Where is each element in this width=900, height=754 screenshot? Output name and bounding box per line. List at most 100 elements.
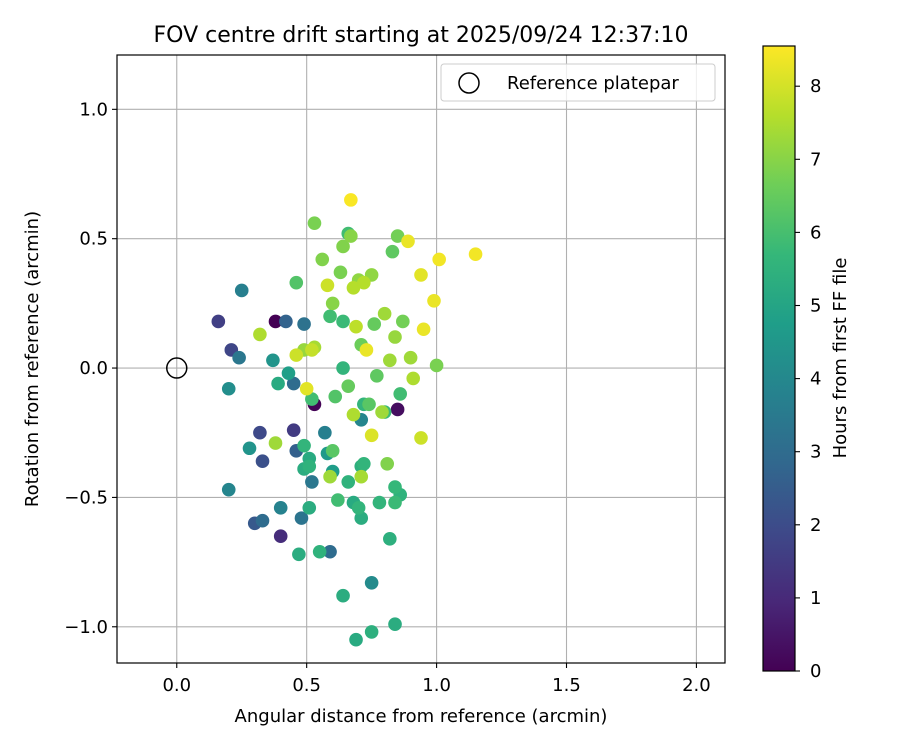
data-point xyxy=(344,229,358,243)
x-axis-label: Angular distance from reference (arcmin) xyxy=(235,706,608,727)
data-point xyxy=(354,469,369,484)
data-point xyxy=(414,431,428,445)
data-point xyxy=(299,381,314,396)
data-point xyxy=(289,348,304,362)
grid xyxy=(117,55,725,663)
data-point xyxy=(341,379,356,393)
y-tick-label: 0.5 xyxy=(79,229,108,250)
x-tick-label: 2.0 xyxy=(682,675,711,696)
data-point xyxy=(325,296,340,311)
data-point xyxy=(388,480,402,494)
data-point xyxy=(286,423,301,437)
data-point xyxy=(255,454,270,468)
y-axis-ticks: −1.0 −0.5 0.0 0.5 1.0 xyxy=(64,99,117,638)
colorbar-tick-label: 7 xyxy=(810,149,821,170)
y-axis-label: Rotation from reference (arcmin) xyxy=(22,211,43,507)
data-point xyxy=(427,293,441,308)
x-tick-label: 0.5 xyxy=(292,675,321,696)
data-point xyxy=(312,544,327,559)
x-tick-label: 0.0 xyxy=(162,675,191,696)
data-point xyxy=(416,322,431,337)
data-point xyxy=(380,456,395,471)
data-point xyxy=(349,319,363,334)
data-point xyxy=(367,317,382,331)
x-tick-label: 1.5 xyxy=(552,675,581,696)
data-point xyxy=(331,493,345,507)
data-point xyxy=(468,247,483,262)
data-point xyxy=(388,617,402,631)
y-tick-label: −1.0 xyxy=(64,617,108,638)
x-axis-ticks: 0.0 0.5 1.0 1.5 2.0 xyxy=(162,663,711,696)
colorbar-tick-label: 3 xyxy=(810,442,821,463)
data-point xyxy=(346,407,361,422)
data-point xyxy=(357,456,371,471)
data-point xyxy=(268,436,283,450)
data-point xyxy=(341,475,356,489)
data-point xyxy=(234,283,249,298)
data-point xyxy=(297,438,311,453)
data-point xyxy=(281,366,296,381)
data-point xyxy=(362,397,376,412)
colorbar-tick-label: 5 xyxy=(810,296,821,317)
data-point xyxy=(253,327,267,342)
data-point xyxy=(292,547,306,562)
data-point xyxy=(351,500,366,515)
colorbar-tick-label: 2 xyxy=(810,515,821,536)
data-point xyxy=(305,392,319,406)
data-point xyxy=(429,358,444,373)
data-point xyxy=(318,425,332,440)
data-point xyxy=(242,441,257,456)
data-point xyxy=(364,575,379,590)
colorbar-ticks: 0 1 2 3 4 5 6 7 8 xyxy=(795,76,821,682)
data-point xyxy=(396,314,410,329)
data-point xyxy=(333,265,348,280)
data-point xyxy=(289,275,304,290)
data-point xyxy=(344,193,358,207)
data-point xyxy=(406,371,421,386)
data-point xyxy=(336,361,350,375)
data-point xyxy=(320,278,335,293)
data-point xyxy=(390,402,405,417)
data-point xyxy=(323,544,337,559)
plot-frame xyxy=(116,54,726,664)
legend: Reference platepar xyxy=(440,63,716,102)
data-point xyxy=(232,350,246,365)
legend-marker-reference xyxy=(458,72,480,94)
data-point xyxy=(336,588,350,603)
y-tick-label: −0.5 xyxy=(64,487,108,508)
data-point xyxy=(390,229,405,243)
data-point xyxy=(393,387,408,401)
data-point xyxy=(364,428,379,443)
data-point xyxy=(297,317,311,331)
y-tick-label: 1.0 xyxy=(79,99,108,120)
data-point xyxy=(401,234,415,249)
data-point xyxy=(286,376,301,391)
data-point xyxy=(432,252,446,267)
data-point xyxy=(271,376,285,391)
colorbar-tick-label: 4 xyxy=(810,369,821,390)
colorbar-tick-label: 8 xyxy=(810,76,821,97)
data-point xyxy=(294,511,309,525)
data-points xyxy=(166,193,483,647)
data-point xyxy=(388,495,402,510)
data-point xyxy=(354,511,369,525)
data-point xyxy=(305,475,319,489)
data-point xyxy=(403,350,418,365)
data-point xyxy=(388,330,402,344)
data-point xyxy=(370,369,384,383)
data-point xyxy=(377,306,392,321)
colorbar: 0 1 2 3 4 5 6 7 8 Hours from first FF file xyxy=(762,45,851,682)
y-tick-label: 0.0 xyxy=(79,358,108,379)
data-point xyxy=(273,500,288,515)
data-point xyxy=(266,353,280,368)
colorbar-label: Hours from first FF file xyxy=(830,258,851,459)
data-point xyxy=(302,459,317,474)
data-point xyxy=(385,244,400,259)
data-point xyxy=(221,381,236,396)
data-point xyxy=(383,532,397,546)
data-point xyxy=(307,216,322,230)
data-point xyxy=(315,252,330,267)
data-point xyxy=(302,500,317,515)
